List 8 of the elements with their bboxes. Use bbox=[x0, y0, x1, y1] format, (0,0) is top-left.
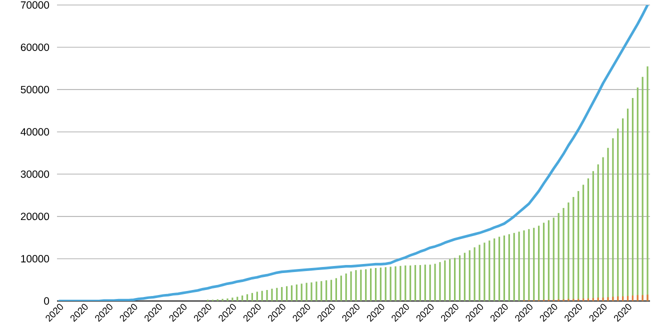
y-tick-label: 40000 bbox=[20, 128, 50, 136]
y-tick-label: 30000 bbox=[20, 170, 50, 178]
y-tick-label: 50000 bbox=[20, 86, 50, 94]
y-tick-label: 20000 bbox=[20, 212, 50, 220]
y-tick-label: 70000 bbox=[20, 1, 50, 9]
y-tick-label: 0 bbox=[44, 297, 50, 305]
y-tick-label: 10000 bbox=[21, 255, 50, 262]
y-tick-label: 60000 bbox=[20, 44, 50, 51]
